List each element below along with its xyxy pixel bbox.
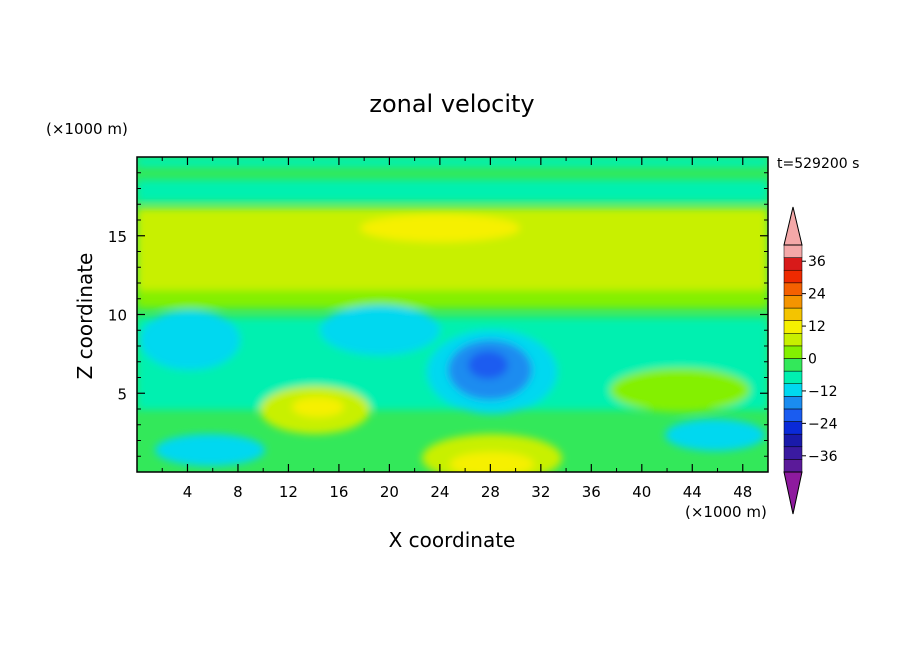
- patch-center-cyan: [320, 305, 440, 355]
- x-tick-label-1: 8: [233, 483, 243, 501]
- colorbar-label-5: 24: [808, 287, 826, 303]
- x-tick-label-11: 48: [733, 483, 752, 501]
- colorbar-segment-0: [783, 459, 803, 473]
- time-label: t=529200 s: [777, 156, 859, 172]
- colorbar-segment-12: [783, 307, 803, 321]
- colorbar-label-6: 36: [808, 254, 826, 270]
- colorbar-segment-7: [783, 370, 803, 384]
- x-axis-label: X coordinate: [389, 528, 516, 552]
- colorbar-over-arrow: [783, 206, 803, 246]
- colorbar-segment-9: [783, 345, 803, 359]
- x-tick-label-8: 36: [582, 483, 601, 501]
- patch-bottom-right-cyan: [665, 419, 765, 451]
- x-tick-label-7: 32: [531, 483, 550, 501]
- x-tick-label-6: 28: [481, 483, 500, 501]
- patch-left-yellow: [292, 397, 344, 417]
- y-axis-label: Z coordinate: [73, 253, 97, 380]
- colorbar-segment-13: [783, 295, 803, 309]
- colorbar-segment-17: [783, 244, 803, 258]
- patch-right-lime: [610, 368, 750, 412]
- band-mid-green: [137, 290, 768, 308]
- colorbar-label-2: −12: [808, 384, 838, 400]
- colorbar-label-1: −24: [808, 416, 838, 432]
- x-tick-label-3: 16: [329, 483, 348, 501]
- x-axis-unit: (×1000 m): [685, 503, 767, 521]
- band-top: [137, 157, 768, 167]
- x-tick-label-5: 24: [430, 483, 449, 501]
- x-tick-label-10: 44: [683, 483, 702, 501]
- colorbar-segment-4: [783, 408, 803, 422]
- colorbar-label-0: −36: [808, 449, 838, 465]
- x-tick-label-9: 40: [632, 483, 651, 501]
- colorbar-segment-16: [783, 257, 803, 271]
- colorbar-segment-2: [783, 433, 803, 448]
- heatmap-field: [137, 157, 768, 472]
- x-tick-label-0: 4: [183, 483, 193, 501]
- vortex-core: [468, 351, 508, 379]
- colorbar-segment-8: [783, 358, 803, 372]
- chart-title: zonal velocity: [369, 90, 534, 118]
- y-axis-unit: (×1000 m): [46, 120, 128, 138]
- patch-left-cyan: [140, 310, 240, 370]
- colorbar-segment-14: [783, 282, 803, 296]
- colorbar-label-3: 0: [808, 352, 817, 368]
- patch-upper-yellow: [360, 214, 520, 242]
- colorbar-segment-15: [783, 269, 803, 284]
- x-axis-ticks: 4 8 12 16 20 24 28 32 36 40 44 48: [161, 157, 752, 501]
- colorbar-segment-11: [783, 320, 803, 334]
- colorbar-segment-5: [783, 396, 803, 410]
- band-upper-cyan: [137, 180, 768, 202]
- y-tick-label-0: 5: [117, 385, 127, 403]
- x-tick-label-4: 20: [380, 483, 399, 501]
- colorbar-segment-1: [783, 446, 803, 460]
- colorbar-segment-10: [783, 333, 803, 347]
- field-background: [137, 157, 768, 472]
- colorbar-label-4: 12: [808, 319, 826, 335]
- y-tick-label-2: 15: [108, 228, 127, 246]
- patch-bottom-left-cyan: [155, 434, 265, 466]
- colorbar: −36 −24 −12 0 12 24 36: [783, 206, 838, 515]
- y-tick-label-1: 10: [108, 307, 127, 325]
- y-axis-ticks: 5 10 15: [108, 172, 768, 457]
- colorbar-segment-6: [783, 383, 803, 397]
- colorbar-segment-3: [783, 421, 803, 435]
- colorbar-under-arrow: [783, 471, 803, 515]
- x-tick-label-2: 12: [279, 483, 298, 501]
- patch-bottom-yellow: [450, 452, 534, 472]
